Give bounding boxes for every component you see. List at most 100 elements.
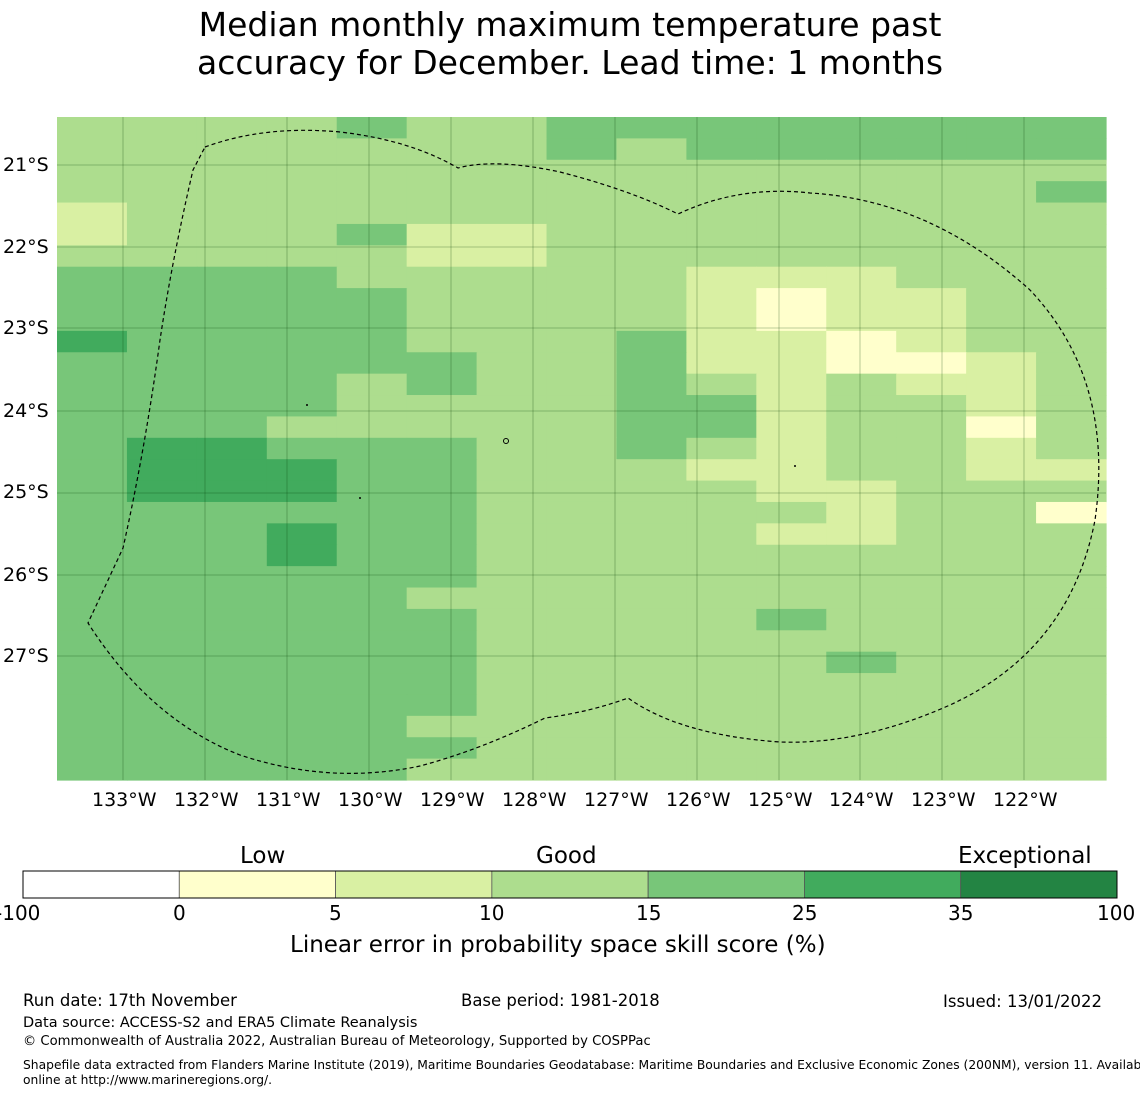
grid-cell bbox=[966, 715, 1037, 738]
grid-cell bbox=[196, 737, 268, 760]
grid-cell bbox=[896, 437, 967, 460]
grid-cell bbox=[896, 566, 967, 589]
grid-cell bbox=[57, 395, 128, 418]
legend-tick: -100 bbox=[0, 901, 41, 925]
grid-cell bbox=[126, 266, 198, 289]
grid-cell bbox=[126, 715, 198, 738]
grid-cell bbox=[406, 181, 478, 204]
grid-cell bbox=[966, 651, 1037, 674]
grid-cell bbox=[406, 138, 478, 161]
grid-cell bbox=[826, 181, 897, 204]
grid-cell bbox=[476, 501, 548, 524]
grid-cell bbox=[1036, 651, 1107, 674]
grid-cell bbox=[266, 437, 338, 460]
grid-cell bbox=[57, 330, 128, 353]
grid-cell bbox=[896, 330, 967, 353]
grid-cell bbox=[966, 266, 1037, 289]
grid-cell bbox=[686, 416, 757, 439]
grid-cell bbox=[616, 266, 687, 289]
grid-cell bbox=[896, 694, 967, 717]
grid-cell bbox=[686, 159, 757, 182]
grid-cell bbox=[966, 608, 1037, 631]
grid-cell bbox=[476, 395, 548, 418]
grid-cell bbox=[1036, 544, 1107, 567]
grid-cell bbox=[196, 416, 268, 439]
grid-cell bbox=[1036, 715, 1107, 738]
grid-cell bbox=[686, 544, 757, 567]
grid-cell bbox=[126, 758, 198, 781]
grid-cell bbox=[546, 523, 618, 546]
grid-cell bbox=[826, 288, 897, 311]
grid-cell bbox=[266, 373, 338, 396]
grid-cell bbox=[616, 544, 687, 567]
grid-cell bbox=[686, 608, 757, 631]
grid-cell bbox=[476, 758, 548, 781]
grid-cell bbox=[57, 608, 128, 631]
grid-cell bbox=[826, 694, 897, 717]
grid-cell bbox=[1036, 630, 1107, 653]
grid-cell bbox=[1036, 181, 1107, 204]
grid-cell bbox=[546, 416, 618, 439]
grid-cell bbox=[896, 523, 967, 546]
grid-cell bbox=[616, 608, 687, 631]
grid-cell bbox=[406, 608, 478, 631]
grid-cell bbox=[336, 737, 408, 760]
grid-cell bbox=[1036, 395, 1107, 418]
grid-cell bbox=[1036, 245, 1107, 268]
grid-cell bbox=[476, 651, 548, 674]
grid-cell bbox=[1036, 266, 1107, 289]
grid-cell bbox=[826, 330, 897, 353]
grid-cell bbox=[826, 566, 897, 589]
grid-cell bbox=[126, 544, 198, 567]
grid-cell bbox=[336, 202, 408, 225]
grid-cell bbox=[756, 202, 827, 225]
grid-cell bbox=[896, 480, 967, 503]
grid-cell bbox=[336, 117, 408, 139]
grid-cell bbox=[896, 266, 967, 289]
grid-cell bbox=[266, 630, 338, 653]
grid-cell bbox=[1036, 373, 1107, 396]
grid-cell bbox=[336, 309, 408, 332]
grid-cell bbox=[336, 480, 408, 503]
grid-cell bbox=[266, 673, 338, 696]
lon-label: 124°W bbox=[829, 789, 894, 811]
grid-cell bbox=[966, 480, 1037, 503]
grid-cell bbox=[546, 330, 618, 353]
grid-cell bbox=[266, 694, 338, 717]
grid-cell bbox=[266, 544, 338, 567]
grid-cell bbox=[1036, 501, 1107, 524]
legend-swatch bbox=[22, 870, 180, 899]
grid-cell bbox=[686, 651, 757, 674]
grid-cell bbox=[546, 651, 618, 674]
grid-cell bbox=[616, 309, 687, 332]
grid-cell bbox=[57, 544, 128, 567]
island bbox=[306, 404, 308, 406]
grid-cell bbox=[546, 202, 618, 225]
lon-label: 126°W bbox=[666, 789, 731, 811]
grid-cell bbox=[266, 288, 338, 311]
grid-cell bbox=[756, 737, 827, 760]
grid-cell bbox=[406, 651, 478, 674]
grid-cell bbox=[126, 651, 198, 674]
grid-cell bbox=[336, 266, 408, 289]
grid-cell bbox=[336, 587, 408, 610]
grid-cell bbox=[546, 566, 618, 589]
grid-cell bbox=[756, 352, 827, 375]
grid-cell bbox=[476, 288, 548, 311]
grid-cell bbox=[406, 266, 478, 289]
grid-cell bbox=[826, 159, 897, 182]
grid-cell bbox=[476, 544, 548, 567]
grid-cell bbox=[826, 630, 897, 653]
grid-cell bbox=[266, 330, 338, 353]
grid-cell bbox=[546, 480, 618, 503]
grid-cell bbox=[336, 395, 408, 418]
grid-cell bbox=[196, 309, 268, 332]
title-line-1: Median monthly maximum temperature past bbox=[198, 5, 942, 44]
grid-cell bbox=[57, 523, 128, 546]
grid-cell bbox=[336, 352, 408, 375]
island bbox=[503, 438, 509, 444]
grid-cell bbox=[756, 630, 827, 653]
grid-cell bbox=[896, 608, 967, 631]
grid-cell bbox=[756, 138, 827, 161]
grid-cell bbox=[756, 181, 827, 204]
